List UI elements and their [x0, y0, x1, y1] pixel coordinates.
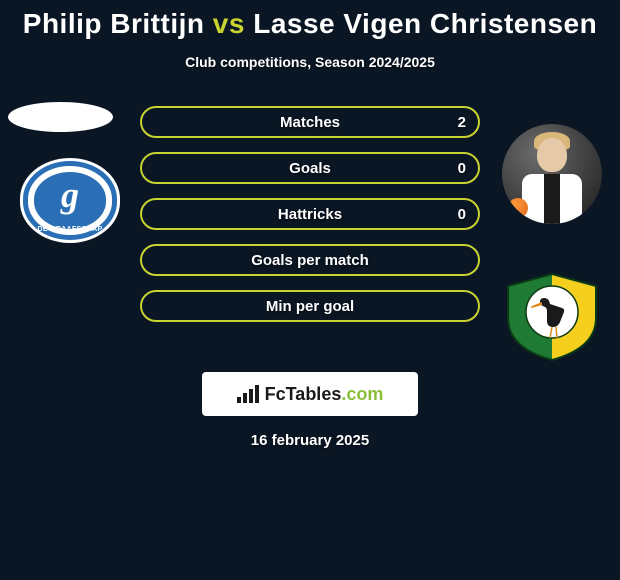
date: 16 february 2025 — [0, 432, 620, 449]
player2-avatar — [502, 124, 602, 224]
stat-bars: Matches2Goals0Hattricks0Goals per matchM… — [140, 106, 480, 322]
stat-bar: Goals0 — [140, 152, 480, 184]
stat-value-right: 0 — [458, 200, 466, 228]
main-panel: g DE GRAAFSCHAP — [0, 94, 620, 364]
club-badge-text: DE GRAAFSCHAP — [20, 226, 120, 233]
stat-label: Hattricks — [142, 200, 478, 228]
stat-bar: Min per goal — [140, 290, 480, 322]
vs-label: vs — [213, 8, 245, 39]
watermark-brand-name: FcTables — [265, 384, 342, 404]
watermark-brand: FcTables.com — [265, 384, 384, 405]
player1-avatar — [8, 102, 113, 132]
infographic: Philip Brittijn vs Lasse Vigen Christens… — [0, 0, 620, 449]
stat-label: Goals per match — [142, 246, 478, 274]
stat-bar: Matches2 — [140, 106, 480, 138]
subtitle: Club competitions, Season 2024/2025 — [0, 54, 620, 70]
player2-name: Lasse Vigen Christensen — [253, 8, 597, 39]
stat-value-right: 2 — [458, 108, 466, 136]
player1-club-badge: g DE GRAAFSCHAP — [20, 158, 120, 243]
stat-label: Min per goal — [142, 292, 478, 320]
page-title: Philip Brittijn vs Lasse Vigen Christens… — [0, 0, 620, 40]
stat-label: Matches — [142, 108, 478, 136]
barchart-icon — [237, 385, 259, 403]
watermark-suffix: .com — [341, 384, 383, 404]
stat-value-right: 0 — [458, 154, 466, 182]
player1-name: Philip Brittijn — [23, 8, 205, 39]
player2-club-badge — [502, 272, 602, 362]
watermark: FcTables.com — [202, 372, 418, 416]
club-badge-letter: g — [61, 174, 79, 216]
stat-bar: Hattricks0 — [140, 198, 480, 230]
stat-bar: Goals per match — [140, 244, 480, 276]
stat-label: Goals — [142, 154, 478, 182]
